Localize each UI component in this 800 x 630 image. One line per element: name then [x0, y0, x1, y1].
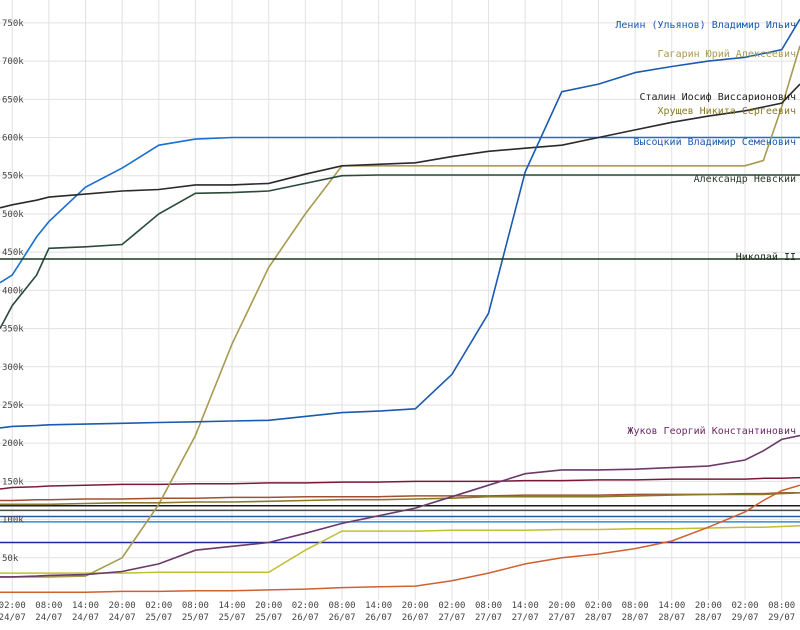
- x-tick-time-18: 14:00: [658, 601, 685, 611]
- x-tick-date-15: 27/07: [548, 613, 575, 623]
- y-tick-label-13: 700k: [2, 57, 24, 67]
- y-tick-label-3: 200k: [2, 439, 24, 449]
- x-tick-date-9: 26/07: [328, 613, 355, 623]
- y-tick-label-5: 300k: [2, 363, 24, 373]
- x-tick-date-7: 25/07: [255, 613, 282, 623]
- x-tick-date-21: 29/07: [768, 613, 795, 623]
- x-tick-time-17: 08:00: [622, 601, 649, 611]
- background-line-8: [0, 484, 800, 593]
- x-tick-time-3: 20:00: [109, 601, 136, 611]
- series-label-1: Гагарин Юрий Алексеевич: [658, 48, 796, 60]
- y-tick-label-4: 250k: [2, 401, 24, 411]
- series-label-3: Хрущев Никита Сергеевич: [658, 106, 796, 117]
- x-tick-time-16: 02:00: [585, 601, 612, 611]
- x-tick-date-11: 26/07: [402, 613, 429, 623]
- series-line-4: [0, 18, 800, 429]
- x-tick-time-0: 02:00: [0, 601, 26, 611]
- x-tick-date-5: 25/07: [182, 613, 209, 623]
- x-tick-time-5: 08:00: [182, 601, 209, 611]
- y-tick-label-14: 750k: [2, 19, 24, 29]
- y-axis-ticks: 50k 100k 150k 200k 250k 300k 350k 400k 450k 500k 5…: [2, 19, 24, 564]
- series-line-7: [0, 434, 800, 578]
- x-tick-time-12: 02:00: [438, 601, 465, 611]
- series-line-2: [0, 83, 800, 209]
- x-tick-date-13: 27/07: [475, 613, 502, 623]
- x-tick-time-13: 08:00: [475, 601, 502, 611]
- y-tick-label-11: 600k: [2, 134, 24, 144]
- x-tick-date-3: 24/07: [109, 613, 136, 623]
- series-label-4: Высоцкий Владимир Семенович: [633, 136, 796, 148]
- x-tick-date-19: 28/07: [695, 613, 722, 623]
- x-tick-time-19: 20:00: [695, 601, 722, 611]
- series-labels: Ленин (Ульянов) Владимир Ильич Гагарин Юр…: [615, 20, 796, 437]
- x-tick-time-20: 02:00: [731, 601, 758, 611]
- x-tick-time-1: 08:00: [35, 601, 62, 611]
- y-tick-label-6: 350k: [2, 325, 24, 335]
- x-tick-time-15: 20:00: [548, 601, 575, 611]
- series-label-5: Александр Невский: [694, 173, 796, 185]
- series-label-0: Ленин (Ульянов) Владимир Ильич: [615, 20, 796, 31]
- grid: [0, 0, 800, 600]
- y-tick-label-9: 500k: [2, 210, 24, 220]
- x-tick-date-16: 28/07: [585, 613, 612, 623]
- x-tick-time-14: 14:00: [512, 601, 539, 611]
- x-tick-time-8: 02:00: [292, 601, 319, 611]
- series-line-3: [0, 492, 800, 506]
- x-axis-ticks: 02:00 24/07 08:00 24/07 14:00 24/07 20:00 24/07…: [0, 601, 795, 623]
- y-tick-label-12: 650k: [2, 95, 24, 105]
- x-tick-date-0: 24/07: [0, 613, 26, 623]
- series-lines: [0, 18, 800, 578]
- y-tick-label-0: 50k: [2, 554, 19, 564]
- x-tick-date-1: 24/07: [35, 613, 62, 623]
- series-label-2: Сталин Иосиф Виссарионович: [639, 91, 796, 103]
- x-tick-time-21: 08:00: [768, 601, 795, 611]
- x-tick-date-2: 24/07: [72, 613, 99, 623]
- x-tick-date-6: 25/07: [219, 613, 246, 623]
- x-tick-time-11: 20:00: [402, 601, 429, 611]
- x-tick-time-2: 14:00: [72, 601, 99, 611]
- y-tick-label-10: 550k: [2, 172, 24, 182]
- x-tick-date-8: 26/07: [292, 613, 319, 623]
- x-tick-date-4: 25/07: [145, 613, 172, 623]
- series-label-7: Жуков Георгий Константинович: [627, 425, 796, 437]
- x-tick-date-20: 29/07: [731, 613, 758, 623]
- background-line-0: [0, 476, 800, 490]
- x-tick-date-17: 28/07: [622, 613, 649, 623]
- background-line-7: [0, 524, 800, 574]
- x-tick-time-10: 14:00: [365, 601, 392, 611]
- y-tick-label-8: 450k: [2, 248, 24, 258]
- series-line-5: [0, 174, 800, 329]
- y-tick-label-2: 150k: [2, 477, 24, 487]
- x-tick-time-4: 02:00: [145, 601, 172, 611]
- x-tick-date-14: 27/07: [512, 613, 539, 623]
- y-tick-label-7: 400k: [2, 286, 24, 296]
- series-line-1: [0, 45, 800, 578]
- series-line-0: [0, 136, 800, 284]
- x-tick-date-10: 26/07: [365, 613, 392, 623]
- x-tick-date-18: 28/07: [658, 613, 685, 623]
- x-tick-time-9: 08:00: [328, 601, 355, 611]
- x-tick-time-6: 14:00: [219, 601, 246, 611]
- x-tick-time-7: 20:00: [255, 601, 282, 611]
- x-tick-date-12: 27/07: [438, 613, 465, 623]
- y-tick-label-1: 100k: [2, 516, 24, 526]
- series-label-6: Николай II: [736, 251, 796, 263]
